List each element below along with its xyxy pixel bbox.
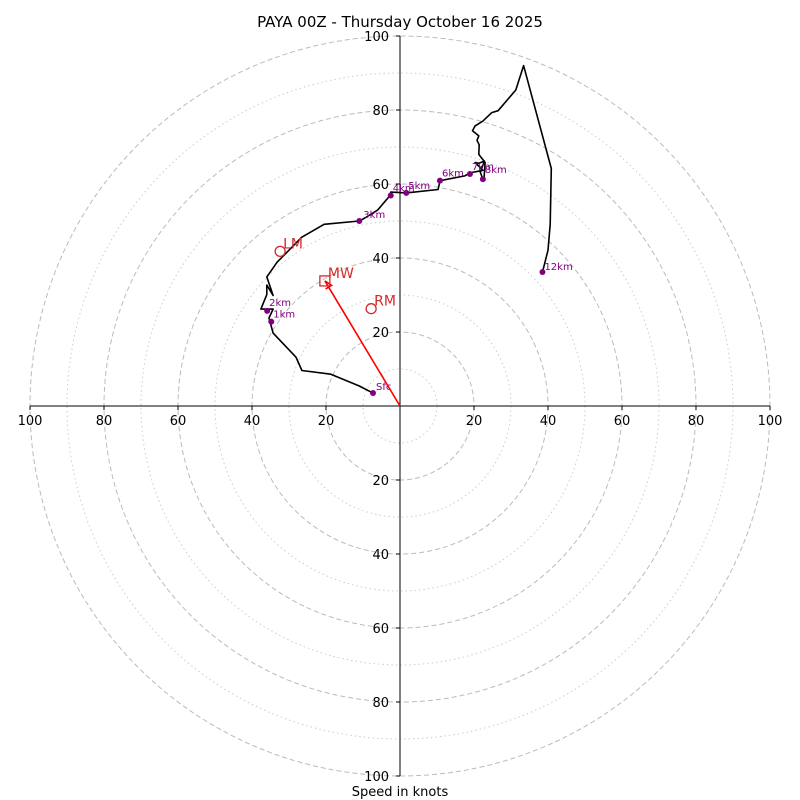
x-tick-label: 20 [466, 414, 483, 429]
x-tick-label: 40 [244, 414, 261, 429]
storm-motion-marker-rm [365, 303, 377, 315]
y-tick-label: 20 [372, 326, 389, 341]
height-marker-6km [436, 177, 443, 184]
height-marker-label: 12km [544, 262, 572, 273]
height-marker-5km [403, 189, 410, 196]
x-tick-label: 100 [758, 414, 783, 429]
x-tick-label: 60 [170, 414, 187, 429]
x-tick-label: 40 [540, 414, 557, 429]
wind-trace-line [260, 64, 553, 394]
height-marker-label: 5km [408, 181, 430, 192]
x-tick-label: 80 [96, 414, 113, 429]
height-marker-2km [264, 307, 271, 314]
height-marker-label: 1km [273, 310, 295, 321]
height-marker-label: 7km [472, 162, 494, 173]
height-marker-4km [387, 192, 394, 199]
storm-motion-label-mw: MW [328, 266, 354, 282]
height-marker-label: 8km [485, 165, 507, 176]
y-tick-label: 80 [372, 696, 389, 711]
height-marker-label: 4km [393, 183, 415, 194]
height-marker-label: 2km [269, 298, 291, 309]
height-marker-8km [479, 176, 486, 183]
x-tick-label: 100 [18, 414, 43, 429]
x-tick-label: 20 [318, 414, 335, 429]
storm-motion-label-lm: LM [283, 236, 303, 252]
hodograph-trace [260, 64, 553, 394]
storm-motion-group: LM MW RM [274, 236, 401, 407]
y-tick-label: 20 [372, 474, 389, 489]
y-tick-label: 40 [372, 548, 389, 563]
storm-motion-marker-mw [319, 275, 331, 287]
y-tick-label: 100 [364, 770, 389, 785]
height-marker-label: 6km [442, 169, 464, 180]
y-tick-label: 60 [372, 178, 389, 193]
height-marker-1km [268, 318, 275, 325]
shear-arrowhead [324, 280, 334, 290]
chart-title: PAYA 00Z - Thursday October 16 2025 [257, 13, 543, 31]
x-axis-label: Speed in knots [352, 785, 449, 800]
y-tick-label: 80 [372, 104, 389, 119]
height-marker-12km [539, 269, 546, 276]
height-marker-label: Sfc [376, 382, 391, 393]
storm-motion-marker-lm [274, 245, 286, 257]
height-marker-7km [466, 171, 473, 178]
x-tick-label: 60 [614, 414, 631, 429]
tick-labels: 100 80 60 40 20 20 40 60 80 100 100 80 60 40 20 20 40 60 8… [18, 30, 783, 785]
y-tick-label: 40 [372, 252, 389, 267]
storm-motion-label-rm: RM [374, 294, 396, 310]
x-tick-label: 80 [688, 414, 705, 429]
y-tick-label: 60 [372, 622, 389, 637]
shear-arrow-line [324, 280, 401, 407]
height-marker-label: 3km [363, 210, 385, 221]
height-marker-sfc [369, 390, 376, 397]
y-tick-label: 100 [364, 30, 389, 45]
height-marker-3km [356, 218, 363, 224]
